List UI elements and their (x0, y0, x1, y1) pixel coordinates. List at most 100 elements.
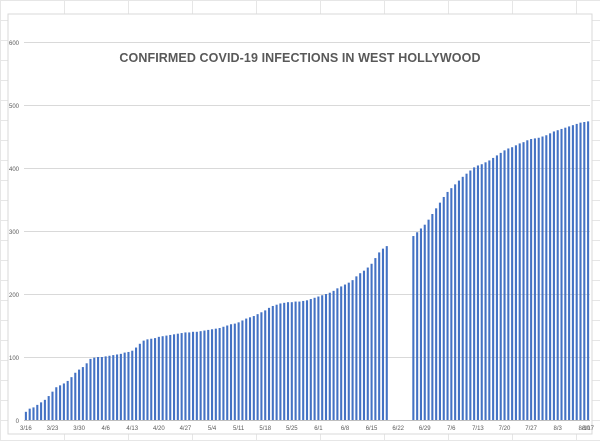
bar (66, 380, 69, 420)
bar (495, 155, 498, 420)
bar (229, 324, 233, 420)
x-tick-label: 6/8 (341, 426, 350, 432)
bar (24, 411, 27, 420)
bar (241, 320, 244, 420)
bar (416, 232, 419, 420)
bar (507, 148, 510, 420)
x-tick-label: 3/16 (20, 426, 32, 432)
bar (583, 122, 586, 420)
bar (55, 387, 58, 420)
bar (461, 176, 464, 420)
y-tick-label: 0 (16, 419, 20, 425)
bar (568, 126, 571, 421)
bar (286, 302, 290, 420)
bar (97, 357, 100, 420)
bar (438, 202, 441, 420)
bar (203, 330, 206, 420)
x-tick-label: 6/22 (392, 426, 404, 432)
bar (32, 407, 35, 420)
bar (499, 152, 502, 420)
bar (150, 338, 153, 420)
bar (74, 372, 77, 420)
x-tick-label: 7/27 (525, 426, 537, 432)
bar (381, 248, 385, 420)
bar (385, 246, 388, 420)
bar (218, 328, 221, 420)
x-tick-label: 3/30 (73, 426, 85, 432)
bar (138, 343, 141, 420)
bar (374, 258, 377, 420)
bar (324, 294, 328, 420)
bar (93, 357, 96, 420)
bar (457, 180, 460, 420)
bar (222, 326, 225, 420)
bar (108, 355, 111, 420)
bar (180, 333, 183, 420)
bar (473, 167, 476, 420)
bar (488, 160, 491, 420)
bar (252, 316, 255, 420)
bar (317, 296, 320, 420)
x-tick-label: 6/15 (366, 426, 378, 432)
y-tick-label: 500 (9, 104, 20, 110)
bar (564, 127, 567, 421)
bar (560, 128, 563, 420)
chart-title: CONFIRMED COVID-19 INFECTIONS IN WEST HO… (119, 51, 481, 65)
bar (332, 290, 335, 420)
bar (214, 328, 217, 420)
x-tick-label: 4/27 (180, 426, 192, 432)
bar (305, 300, 309, 420)
bar (571, 125, 574, 420)
bar (36, 404, 39, 420)
bar (362, 270, 366, 420)
x-tick-label: 8/17 (582, 426, 594, 432)
bar (366, 267, 369, 420)
bar (484, 162, 487, 420)
bar (279, 303, 282, 420)
bar (378, 252, 381, 420)
bar (469, 170, 472, 420)
bar (423, 224, 426, 420)
bar (476, 165, 479, 420)
x-tick-label: 4/20 (153, 426, 165, 432)
bar (302, 300, 305, 420)
bar (100, 357, 103, 420)
bar (264, 310, 267, 420)
bar (119, 353, 122, 420)
bar (154, 338, 157, 420)
bar (112, 355, 115, 420)
bar (518, 143, 521, 420)
bar (78, 369, 81, 420)
x-tick-label: 7/13 (472, 426, 484, 432)
bar (309, 299, 312, 420)
bar (40, 402, 43, 420)
bar (412, 236, 415, 420)
bar (157, 336, 160, 420)
bar (70, 377, 73, 420)
y-tick-label: 100 (9, 356, 20, 362)
bar (294, 301, 297, 420)
bar (347, 282, 350, 420)
bar-series (24, 121, 590, 421)
x-tick-label: 6/29 (419, 426, 431, 432)
bar (522, 142, 525, 421)
bar (116, 354, 119, 420)
bar (59, 385, 62, 420)
bar (370, 263, 373, 420)
x-tick-label: 8/3 (554, 426, 563, 432)
bar (290, 302, 293, 420)
bar (556, 130, 559, 420)
x-tick-label: 7/6 (447, 426, 456, 432)
bar (210, 329, 214, 420)
bar (81, 367, 84, 420)
bar (552, 131, 555, 420)
bar (549, 133, 552, 420)
x-tick-label: 8/10 (578, 426, 590, 432)
bar (176, 333, 179, 420)
bar (62, 383, 65, 420)
bar (340, 286, 343, 420)
y-tick-label: 200 (9, 293, 20, 299)
bar (89, 358, 92, 420)
bar (123, 352, 126, 420)
